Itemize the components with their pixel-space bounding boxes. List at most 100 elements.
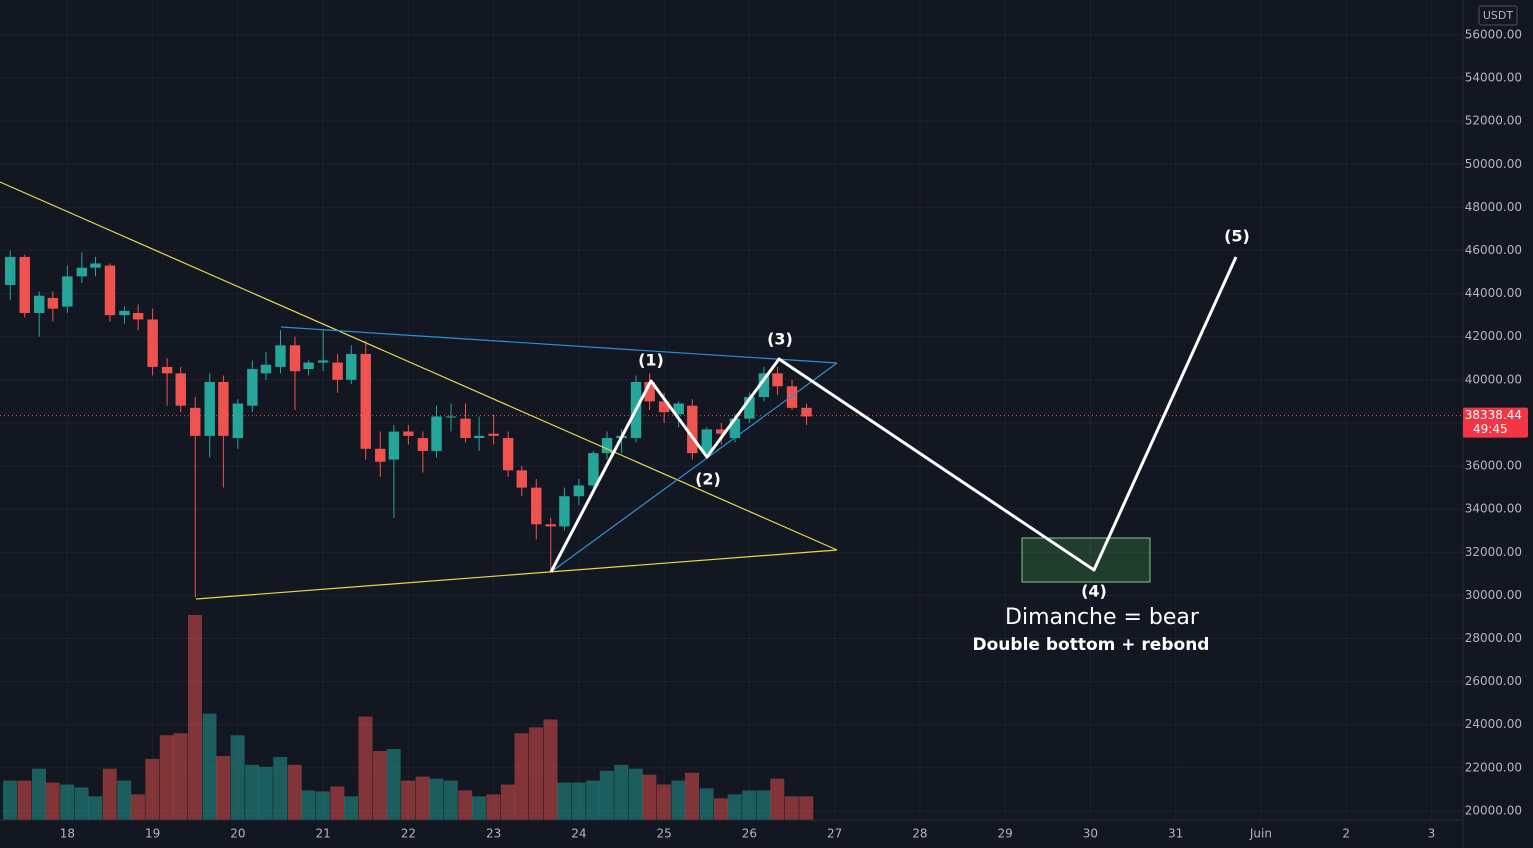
countdown: 49:45 — [1473, 422, 1508, 436]
candle-body — [460, 418, 471, 439]
candle-body — [218, 381, 229, 436]
volume-bar — [557, 782, 572, 820]
y-tick-label: 34000.00 — [1465, 502, 1522, 516]
volume-bar — [784, 796, 799, 820]
volume-bar — [45, 782, 60, 820]
candle-body — [588, 453, 599, 486]
x-tick-label: 29 — [998, 827, 1013, 841]
x-tick-label: Juin — [1249, 827, 1272, 841]
volume-bar — [543, 719, 558, 820]
volume-bar — [656, 784, 671, 820]
candle-body — [716, 429, 727, 434]
volume-bar — [799, 796, 814, 820]
note-title: Dimanche = bear — [1005, 605, 1200, 630]
candle-body — [658, 401, 670, 413]
x-tick-label: 3 — [1428, 827, 1436, 841]
wave-label: (3) — [767, 330, 793, 349]
volume-bar — [685, 772, 700, 820]
volume-bar — [429, 778, 444, 820]
trend-line — [195, 549, 838, 600]
y-tick-label: 40000.00 — [1465, 372, 1522, 386]
volume-bar — [216, 755, 231, 820]
volume-bar — [31, 768, 46, 820]
wave-label: (5) — [1224, 227, 1250, 246]
candle-body — [34, 295, 45, 313]
candle-body — [289, 345, 301, 372]
volume-bar — [401, 780, 416, 820]
volume-bar — [230, 735, 245, 820]
volume-bar — [599, 770, 614, 820]
x-tick-label: 18 — [60, 827, 75, 841]
y-tick-label: 36000.00 — [1465, 459, 1522, 473]
y-tick-label: 28000.00 — [1465, 631, 1522, 645]
volume-bar — [315, 791, 330, 820]
x-tick-label: 30 — [1083, 827, 1098, 841]
target-zone — [1021, 537, 1151, 583]
volume-bar — [74, 787, 89, 820]
y-tick-label: 30000.00 — [1465, 588, 1522, 602]
candle-body — [744, 397, 755, 419]
volume-bar — [301, 790, 316, 820]
wave-label: (1) — [638, 351, 664, 370]
volume-bar — [245, 764, 260, 820]
volume-bar — [529, 727, 544, 820]
volume-bar — [258, 766, 273, 820]
volume-bar — [500, 784, 515, 820]
y-tick-label: 42000.00 — [1465, 329, 1522, 343]
candle-body — [687, 405, 698, 454]
volume-bar — [628, 768, 643, 820]
candle-body — [758, 373, 770, 398]
volume-bar — [756, 790, 771, 820]
candle-body — [303, 362, 314, 370]
volume-bar — [586, 780, 601, 820]
candle-body — [260, 364, 272, 374]
y-tick-label: 54000.00 — [1465, 71, 1522, 85]
volume-bar — [727, 794, 742, 820]
volume-bar — [330, 786, 345, 820]
candle-body — [488, 433, 499, 436]
currency: USDT — [1483, 9, 1514, 22]
candle-body — [232, 403, 244, 439]
volume-bar — [202, 713, 217, 820]
candle-body — [47, 297, 59, 309]
volume-bar — [88, 796, 103, 820]
volume-bar — [714, 798, 729, 820]
candle-body — [729, 418, 741, 439]
candle-body — [19, 256, 30, 313]
volume-bar — [187, 615, 202, 820]
volume-bar — [443, 780, 458, 820]
volume-bar — [358, 716, 373, 820]
candle-body — [375, 448, 386, 462]
volume-bar — [130, 794, 145, 820]
y-tick-label: 26000.00 — [1465, 674, 1522, 688]
y-tick-label: 52000.00 — [1465, 114, 1522, 128]
candle-body — [673, 403, 684, 415]
candle-body — [573, 485, 585, 497]
candle-body — [531, 487, 542, 525]
candle-body — [601, 438, 613, 454]
x-tick-label: 24 — [571, 827, 586, 841]
x-tick-label: 2 — [1342, 827, 1350, 841]
candle-body — [559, 496, 570, 527]
volume-bar — [742, 790, 757, 820]
x-tick-label: 21 — [315, 827, 330, 841]
candle-body — [417, 438, 429, 451]
y-tick-label: 20000.00 — [1465, 803, 1522, 817]
volume-bar — [699, 788, 714, 820]
candle-body — [90, 263, 101, 268]
volume-bar — [159, 735, 174, 820]
price-tag — [1463, 407, 1528, 438]
wave-label: (4) — [1081, 582, 1107, 601]
candle-body — [332, 362, 343, 380]
volume-bar — [671, 780, 686, 820]
candle-body — [360, 353, 371, 449]
volume-bar — [344, 796, 359, 820]
y-tick-label: 48000.00 — [1465, 200, 1522, 214]
volume-bar — [372, 751, 387, 820]
wave-label: (2) — [695, 470, 721, 489]
volume-bar — [102, 768, 117, 820]
y-tick-label: 50000.00 — [1465, 157, 1522, 171]
volume-bar — [415, 776, 430, 820]
x-tick-label: 25 — [657, 827, 672, 841]
